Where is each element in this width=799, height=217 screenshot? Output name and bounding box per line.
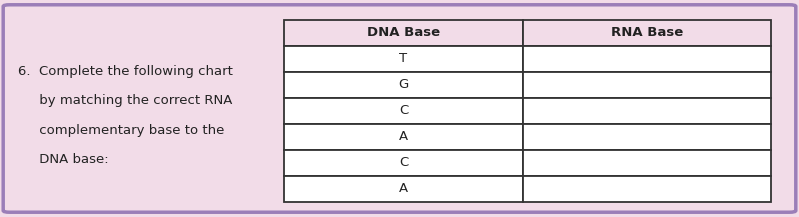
Bar bbox=[284, 46, 523, 72]
Bar bbox=[523, 46, 771, 72]
Text: DNA Base: DNA Base bbox=[367, 26, 440, 39]
Text: C: C bbox=[399, 156, 408, 169]
Text: by matching the correct RNA: by matching the correct RNA bbox=[18, 94, 232, 107]
Text: DNA base:: DNA base: bbox=[18, 153, 108, 166]
Bar bbox=[523, 72, 771, 98]
FancyBboxPatch shape bbox=[3, 5, 796, 212]
Text: A: A bbox=[399, 130, 408, 143]
Bar bbox=[523, 98, 771, 124]
Bar bbox=[284, 124, 523, 150]
Bar bbox=[523, 176, 771, 202]
Text: G: G bbox=[399, 78, 408, 91]
Bar bbox=[284, 98, 523, 124]
Text: 6.  Complete the following chart: 6. Complete the following chart bbox=[18, 65, 233, 78]
Bar bbox=[523, 20, 771, 46]
Text: C: C bbox=[399, 104, 408, 117]
Text: complementary base to the: complementary base to the bbox=[18, 124, 224, 137]
Bar bbox=[523, 124, 771, 150]
Text: A: A bbox=[399, 182, 408, 195]
Text: RNA Base: RNA Base bbox=[611, 26, 683, 39]
Text: T: T bbox=[400, 52, 407, 65]
Bar bbox=[523, 150, 771, 176]
Bar bbox=[284, 150, 523, 176]
Bar bbox=[284, 20, 523, 46]
Bar bbox=[284, 72, 523, 98]
Bar bbox=[284, 176, 523, 202]
